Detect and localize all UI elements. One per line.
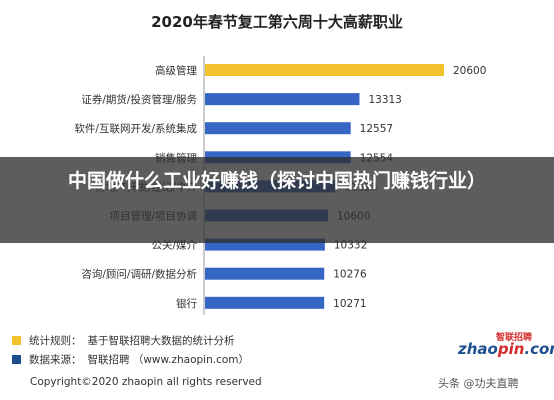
logo-wordmark: zhaopin.com: [458, 340, 554, 358]
legend-source-text: 智联招聘 （www.zhaopin.com）: [87, 354, 250, 366]
bar: [205, 296, 325, 309]
bar: [205, 64, 444, 76]
copyright-text: Copyright©2020 zhaopin all rights reserv…: [30, 376, 262, 388]
category-label: 软件/互联网开发/系统集成: [74, 122, 197, 135]
zhaopin-logo: 智联招聘 zhaopin.com: [458, 330, 554, 364]
category-label: 证券/期货/投资管理/服务: [81, 93, 197, 106]
bar: [205, 267, 325, 280]
watermark-text: 头条 @功夫直聘: [438, 377, 519, 390]
category-label: 咨询/顾问/调研/数据分析: [81, 268, 197, 281]
value-label: 20600: [453, 65, 486, 77]
headline-title: 中国做什么工业好赚钱（探讨中国热门赚钱行业）: [67, 170, 486, 192]
headline-banner: [0, 157, 554, 243]
legend-source: 数据来源： 智联招聘 （www.zhaopin.com）: [12, 352, 249, 367]
logo-part-b: pin: [497, 340, 525, 358]
value-label: 13313: [368, 94, 401, 106]
logo-part-a: zhao: [458, 340, 498, 358]
bar: [205, 122, 351, 135]
value-label: 10271: [333, 298, 366, 310]
category-label: 银行: [176, 297, 197, 310]
value-label: 12557: [360, 123, 393, 135]
legend-source-swatch: [12, 355, 21, 364]
legend-rule-text: 基于智联招聘大数据的统计分析: [87, 335, 235, 347]
legend-rule-swatch: [12, 336, 21, 345]
legend-rule-label: 统计规则：: [29, 335, 82, 347]
logo-part-c: .com: [524, 340, 554, 358]
logo-chinese: 智联招聘: [496, 333, 533, 343]
category-label: 高级管理: [155, 64, 197, 77]
bar: [205, 93, 360, 106]
chart-title: 2020年春节复工第六周十大高薪职业: [151, 13, 403, 31]
legend-source-label: 数据来源：: [29, 354, 82, 366]
value-label: 10276: [333, 269, 367, 281]
legend-rule: 统计规则： 基于智联招聘大数据的统计分析: [12, 333, 235, 348]
